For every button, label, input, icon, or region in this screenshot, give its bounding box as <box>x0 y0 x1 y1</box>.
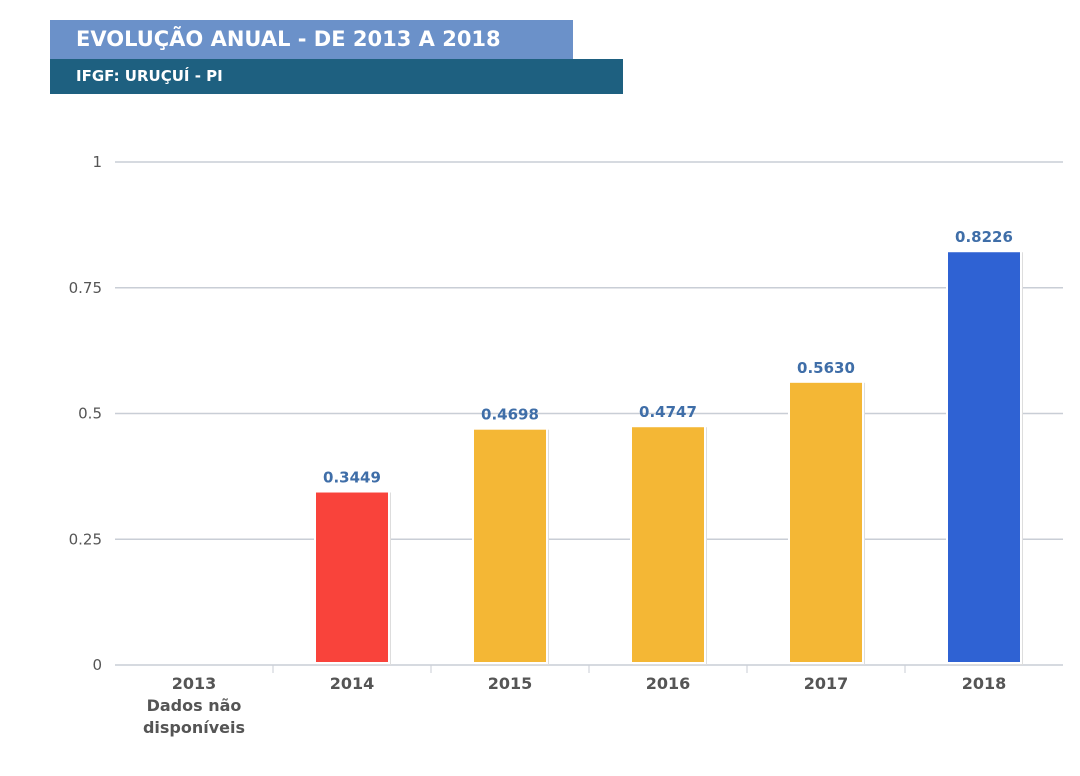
y-tick-label: 0 <box>92 656 102 674</box>
data-label: 0.8226 <box>955 228 1013 246</box>
data-label: 0.4698 <box>481 406 539 424</box>
x-tick-note: Dados não <box>147 696 242 715</box>
x-tick-label: 2016 <box>646 674 691 693</box>
bar-2017 <box>788 380 864 664</box>
x-tick-label: 2013 <box>172 674 217 693</box>
y-tick-label: 0.5 <box>78 405 102 423</box>
chart-subtitle: IFGF: URUÇUÍ - PI <box>50 59 623 94</box>
y-tick-label: 0.75 <box>69 279 102 297</box>
data-label: 0.4747 <box>639 403 697 421</box>
x-tick-label: 2017 <box>804 674 849 693</box>
chart-title: EVOLUÇÃO ANUAL - DE 2013 A 2018 <box>50 20 573 59</box>
bar-2015 <box>472 427 548 665</box>
x-tick-label: 2018 <box>962 674 1007 693</box>
y-tick-label: 1 <box>92 153 102 171</box>
data-label: 0.3449 <box>323 469 381 487</box>
x-tick-label: 2015 <box>488 674 533 693</box>
y-tick-label: 0.25 <box>69 530 102 548</box>
bar-2018 <box>946 250 1022 664</box>
x-tick-note: disponíveis <box>143 718 245 737</box>
bar-2014 <box>314 490 390 664</box>
data-label: 0.5630 <box>797 359 855 377</box>
x-tick-label: 2014 <box>330 674 375 693</box>
bar-2016 <box>630 425 706 664</box>
